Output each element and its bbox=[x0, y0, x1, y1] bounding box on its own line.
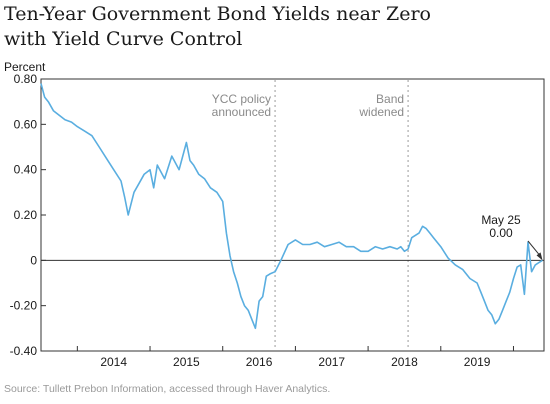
x-tick-label: 2019 bbox=[464, 355, 491, 369]
x-tick-label: 2014 bbox=[100, 355, 127, 369]
event-label: announced bbox=[212, 105, 271, 119]
annotation-arrow bbox=[527, 240, 541, 257]
event-label: widened bbox=[358, 105, 404, 119]
series bbox=[40, 83, 543, 330]
event-label: YCC policy bbox=[212, 92, 271, 106]
axes: 0.80 0.60 0.40 0.20 0 -0.20 -0.40 2014 2015 2016 2… bbox=[10, 72, 544, 369]
y-tick-label: 0.20 bbox=[14, 208, 38, 222]
y-axis-label: Percent bbox=[4, 60, 46, 74]
plot-area-frame bbox=[40, 78, 545, 352]
yield-series-line bbox=[40, 83, 543, 330]
annotation-label: 0.00 bbox=[489, 226, 513, 240]
annotation-arrowhead bbox=[536, 252, 543, 261]
y-tick-label: 0.40 bbox=[14, 163, 38, 177]
x-tick-label: 2017 bbox=[318, 355, 345, 369]
y-tick-label: -0.20 bbox=[10, 299, 38, 313]
y-tick-label: -0.40 bbox=[10, 344, 38, 358]
source-note: Source: Tullett Prebon Information, acce… bbox=[4, 383, 331, 395]
y-tick-label: 0.80 bbox=[14, 72, 38, 86]
chart-title-line-2: with Yield Curve Control bbox=[4, 28, 243, 50]
chart-title-line-1: Ten-Year Government Bond Yields near Zer… bbox=[4, 3, 431, 25]
y-tick-label: 0 bbox=[30, 253, 37, 267]
annotations: May 250.00 bbox=[481, 213, 543, 261]
x-tick-label: 2018 bbox=[391, 355, 418, 369]
y-tick-label: 0.60 bbox=[14, 117, 38, 131]
annotation-label: May 25 bbox=[481, 213, 521, 227]
chart-title: Ten-Year Government Bond Yields near Zer… bbox=[4, 2, 431, 52]
x-tick-label: 2015 bbox=[173, 355, 200, 369]
x-tick-label: 2016 bbox=[246, 355, 273, 369]
event-label: Band bbox=[376, 92, 404, 106]
